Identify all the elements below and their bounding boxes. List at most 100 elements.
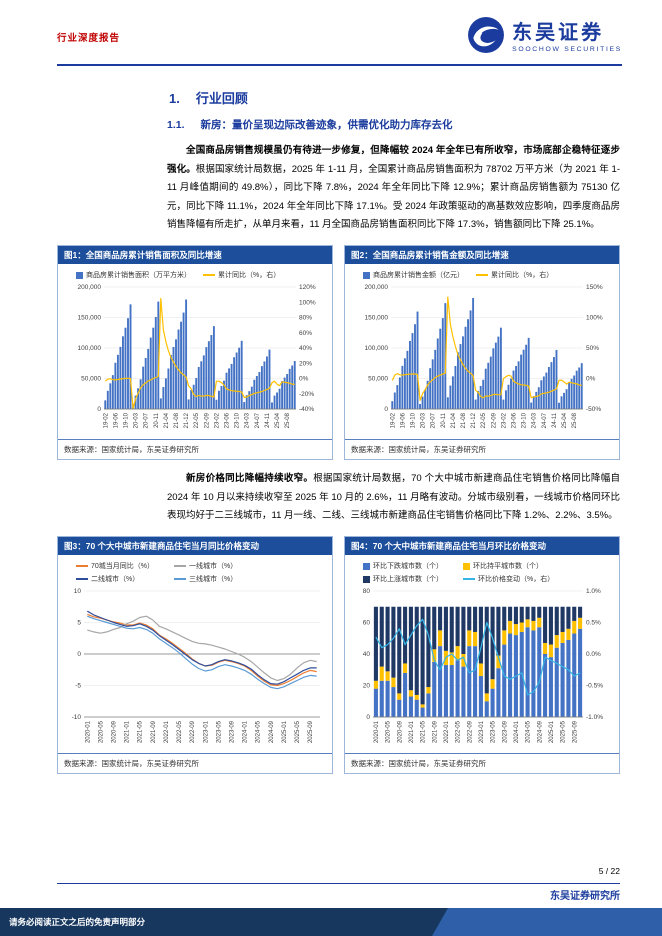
svg-text:2025-01: 2025-01: [549, 721, 555, 744]
svg-text:2024-09: 2024-09: [269, 721, 275, 744]
svg-text:20-07: 20-07: [431, 413, 437, 429]
figure-4-body: 环比下跌城市数（个） 环比持平城市数（个） 环比上涨城市数（个） 环比价格变动（%，右…: [345, 555, 619, 753]
svg-text:22-09: 22-09: [204, 413, 210, 429]
svg-text:2020-05: 2020-05: [98, 721, 104, 744]
disclaimer-bar-accent: [432, 908, 662, 936]
svg-text:2025-05: 2025-05: [295, 721, 301, 744]
svg-text:23-06: 23-06: [512, 413, 518, 429]
svg-text:0: 0: [366, 715, 370, 722]
svg-text:2023-05: 2023-05: [491, 721, 497, 744]
svg-text:23-06: 23-06: [225, 413, 231, 429]
svg-text:120%: 120%: [299, 284, 316, 291]
legend-item: 商品房累计销售金额（亿元）: [363, 270, 464, 280]
svg-text:100,000: 100,000: [365, 345, 389, 352]
svg-text:2021-05: 2021-05: [421, 721, 427, 744]
svg-text:200,000: 200,000: [365, 284, 389, 291]
figure-2-source: 数据来源：国家统计局，东吴证券研究所: [345, 439, 619, 459]
legend-item: 商品房累计销售面积（万平方米）: [76, 270, 191, 280]
legend-item: 累计同比（%，右）: [203, 270, 280, 280]
section-number: 1.: [169, 91, 180, 106]
svg-text:60: 60: [363, 620, 371, 627]
svg-text:21-04: 21-04: [451, 413, 457, 429]
svg-text:2025-09: 2025-09: [308, 721, 314, 744]
svg-text:2023-01: 2023-01: [479, 721, 485, 744]
svg-text:2020-01: 2020-01: [85, 721, 91, 744]
report-type-label: 行业深度报告: [57, 33, 121, 44]
research-institute-label: 东吴证券研究所: [550, 891, 620, 902]
svg-text:2024-01: 2024-01: [514, 721, 520, 744]
svg-text:50%: 50%: [586, 345, 599, 352]
svg-text:0.5%: 0.5%: [586, 620, 601, 627]
svg-text:2022-05: 2022-05: [177, 721, 183, 744]
svg-text:21-08: 21-08: [461, 413, 467, 429]
figure-2-body: 商品房累计销售金额（亿元） 累计同比（%，右） 0 50,000 100,000 150…: [345, 264, 619, 439]
figure-4-title: 图4：70 个大中城市新建商品住宅当月环比价格变动: [345, 536, 619, 556]
legend-swatch: [174, 578, 187, 581]
sales-amount-chart: 0 50,000 100,000 150,000 200,000 -50% 0% 50% 100…: [365, 284, 603, 429]
svg-text:2022-01: 2022-01: [444, 721, 450, 744]
legend-item: 二线城市（%）: [76, 574, 154, 584]
figure-row-1: 图1：全国商品房累计销售面积及同比增速 商品房累计销售面积（万平方米） 累计同比（…: [57, 244, 620, 461]
svg-text:21-04: 21-04: [164, 413, 170, 429]
legend-swatch: [76, 565, 88, 568]
svg-text:2020-05: 2020-05: [386, 721, 392, 744]
sales-area-chart: 0 50,000 100,000 150,000 200,000 -40% -20% 0% 20…: [78, 284, 316, 429]
paragraph-2-lead: 新房价格同比降幅持续收窄。: [186, 473, 314, 485]
svg-text:20-07: 20-07: [144, 413, 150, 429]
legend-swatch: [174, 565, 187, 568]
svg-text:19-02: 19-02: [390, 413, 396, 429]
svg-text:2021-09: 2021-09: [151, 721, 157, 744]
brand: 东吴证券 SOOCHOW SECURITIES: [467, 16, 622, 59]
svg-text:25-08: 25-08: [285, 413, 291, 429]
svg-text:25-08: 25-08: [572, 413, 578, 429]
svg-text:23-10: 23-10: [522, 413, 528, 429]
svg-text:22-05: 22-05: [481, 413, 487, 429]
svg-text:20%: 20%: [299, 361, 312, 368]
svg-text:0.0%: 0.0%: [586, 652, 601, 659]
figure-2: 图2：全国商品房累计销售金额及同比增速 商品房累计销售金额（亿元） 累计同比（%，…: [344, 244, 620, 461]
figure-4-legend: 环比下跌城市数（个） 环比持平城市数（个） 环比上涨城市数（个） 环比价格变动（%，右…: [349, 559, 615, 585]
svg-text:2021-01: 2021-01: [409, 721, 415, 744]
disclaimer-bar: 请务必阅读正文之后的免责声明部分: [0, 908, 662, 936]
svg-text:19-06: 19-06: [113, 413, 119, 429]
svg-text:19-06: 19-06: [400, 413, 406, 429]
section-heading: 1. 行业回顾: [169, 88, 620, 107]
svg-text:2022-09: 2022-09: [467, 721, 473, 744]
legend-swatch: [203, 274, 215, 277]
figure-1-body: 商品房累计销售面积（万平方米） 累计同比（%，右） 0 50,000 100,000 1…: [58, 264, 332, 439]
svg-text:20: 20: [363, 683, 371, 690]
svg-text:22-05: 22-05: [194, 413, 200, 429]
figure-1: 图1：全国商品房累计销售面积及同比增速 商品房累计销售面积（万平方米） 累计同比（…: [57, 244, 333, 461]
legend-swatch: [476, 274, 488, 277]
svg-text:20-11: 20-11: [441, 413, 447, 429]
svg-text:24-11: 24-11: [552, 413, 558, 429]
svg-text:2022-01: 2022-01: [164, 721, 170, 744]
svg-text:19-10: 19-10: [410, 413, 416, 429]
svg-text:2021-09: 2021-09: [432, 721, 438, 744]
svg-text:23-02: 23-02: [501, 413, 507, 429]
svg-text:80%: 80%: [299, 315, 312, 322]
svg-text:50,000: 50,000: [368, 376, 388, 383]
figure-1-title: 图1：全国商品房累计销售面积及同比增速: [58, 245, 332, 265]
svg-text:2024-05: 2024-05: [256, 721, 262, 744]
svg-text:10: 10: [74, 589, 82, 596]
svg-text:50,000: 50,000: [81, 376, 101, 383]
figure-4-source: 数据来源：国家统计局，东吴证券研究所: [345, 753, 619, 773]
svg-text:2020-09: 2020-09: [112, 721, 118, 744]
paragraph-2: 新房价格同比降幅持续收窄。根据国家统计局数据，70 个大中城市新建商品住宅销售价…: [167, 470, 620, 526]
price-mom-chart: 0 20 40 60 80 -1.0% -0.5% 0.0% 0.5% 1.0% 2020-01 20…: [363, 589, 603, 744]
paragraph-1-body: 根据国家统计局数据，2025 年 1-11 月，全国累计商品房销售面积为 787…: [167, 163, 620, 231]
svg-text:23-10: 23-10: [235, 413, 241, 429]
svg-text:-40%: -40%: [299, 406, 314, 413]
subsection-number: 1.1.: [167, 119, 185, 131]
svg-text:2020-09: 2020-09: [397, 721, 403, 744]
svg-text:20-11: 20-11: [154, 413, 160, 429]
svg-text:150%: 150%: [586, 284, 603, 291]
paragraph-2-body: 根据国家统计局数据，70 个大中城市新建商品住宅销售价格同比降幅自 2024 年…: [167, 473, 620, 522]
legend-swatch: [363, 271, 370, 279]
svg-text:2022-09: 2022-09: [190, 721, 196, 744]
svg-text:2021-05: 2021-05: [138, 721, 144, 744]
svg-text:2024-01: 2024-01: [243, 721, 249, 744]
svg-text:-50%: -50%: [586, 406, 601, 413]
